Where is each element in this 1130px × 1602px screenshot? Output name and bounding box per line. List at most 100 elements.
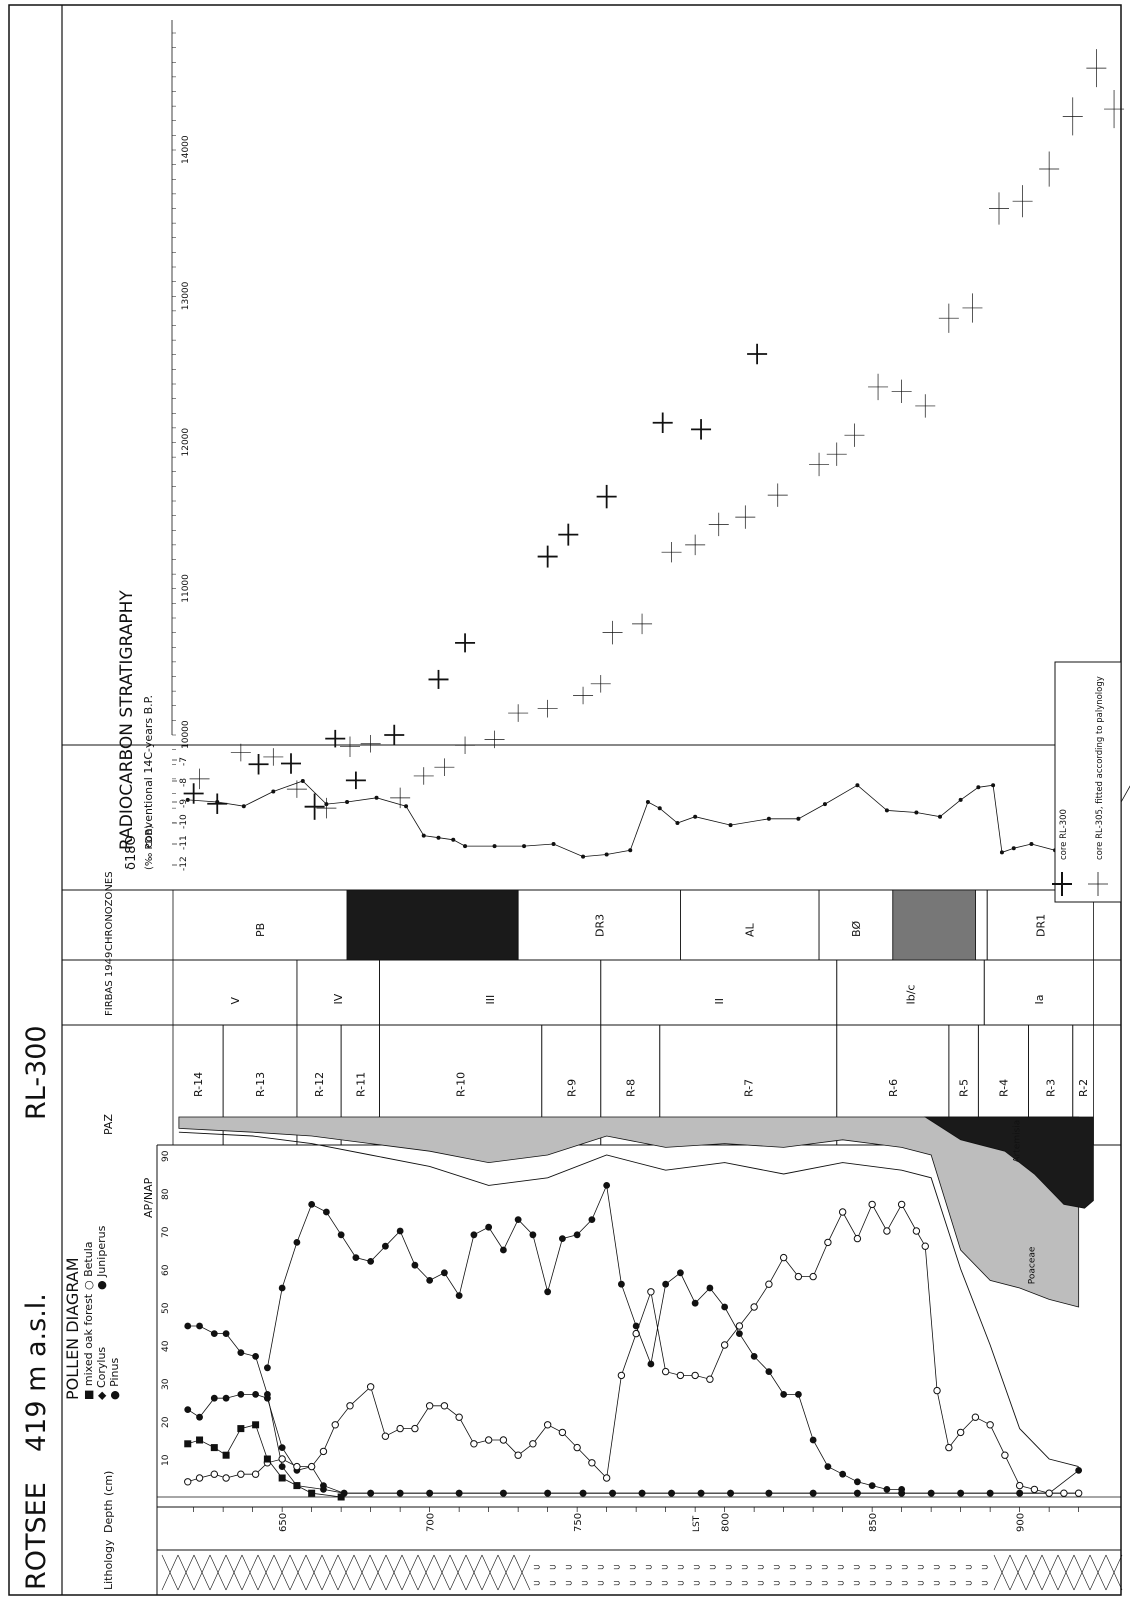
pollen-point <box>222 1451 230 1459</box>
lith-mark: ⊃ <box>917 1579 925 1589</box>
pollen-point <box>736 1330 743 1337</box>
pollen-point <box>780 1391 788 1398</box>
zonation-columns: R-14 R-13 R-12 R-11 R-10 R-9 R-8 R-7 R-6 R-5 R-4 R-… <box>172 889 1094 1146</box>
pollen-legend-juniperus: ● Juniperus <box>95 1225 108 1290</box>
altitude: 419 m a.s.l. <box>21 1293 52 1452</box>
d18o-point <box>522 844 527 849</box>
pollen-point <box>945 1443 953 1452</box>
pollen-point <box>1030 1485 1039 1494</box>
lith-hatch <box>161 1554 179 1591</box>
firbas-cell <box>600 959 838 1026</box>
lith-mark: ⊃ <box>885 1579 893 1589</box>
lith-mark: ⊃ <box>901 1563 909 1573</box>
d18o-point <box>628 848 633 853</box>
pollen-point <box>440 1402 449 1410</box>
pollen-tick-label: 30 <box>161 1378 171 1390</box>
pollen-point <box>278 1284 286 1292</box>
pollen-point <box>603 1182 611 1189</box>
d18o-tick-label: -9 <box>179 799 189 808</box>
pollen-diagram: 10 20 30 40 50 60 70 80 90 Artemisia Poaceae <box>157 1116 1121 1501</box>
pollen-point <box>1075 1467 1083 1474</box>
c14-point <box>537 699 558 718</box>
pollen-point <box>727 1489 734 1497</box>
pollen-point <box>1016 1489 1024 1497</box>
pollen-point <box>647 1360 655 1368</box>
d18o-point <box>855 783 860 788</box>
depth-tick-label: 900 <box>1016 1513 1027 1532</box>
depth-axis: 650 700 750 800 850 900 LST <box>157 1506 1121 1532</box>
c14-point <box>455 736 476 755</box>
d18o-tick-label: -10 <box>179 814 189 829</box>
lith-mark: ⊃ <box>533 1563 541 1573</box>
radiocarbon-title: RADIOCARBON STRATIGRAPHY <box>117 590 137 850</box>
pollen-point <box>883 1227 891 1235</box>
d18o-point <box>581 854 586 859</box>
lith-mark: ⊃ <box>661 1563 669 1573</box>
lith-mark: ⊃ <box>869 1579 877 1589</box>
lith-hatch <box>177 1554 195 1591</box>
chronozone-label: AL <box>744 922 757 937</box>
paz-header: PAZ <box>102 1114 115 1135</box>
lith-mark: ⊃ <box>693 1563 701 1573</box>
c14-point <box>286 780 307 798</box>
d18o-point <box>958 797 963 802</box>
pollen-point <box>278 1455 286 1463</box>
firbas-label: IV <box>332 993 345 1004</box>
firbas-label: Ia <box>1033 995 1046 1005</box>
pollen-point <box>396 1424 404 1433</box>
pollen-point <box>184 1322 192 1330</box>
core-id: RL-300 <box>21 1025 52 1120</box>
pollen-point <box>337 1231 345 1239</box>
lith-mark: ⊃ <box>565 1563 573 1573</box>
artemisia-label: Artemisia <box>1013 1120 1023 1163</box>
lith-hatch <box>257 1554 275 1591</box>
pollen-point <box>957 1489 965 1497</box>
lith-hatch <box>1041 1554 1059 1591</box>
pollen-point <box>838 1208 847 1216</box>
paz-label: R-6 <box>887 1079 900 1097</box>
c14-point <box>573 686 594 705</box>
pollen-point <box>691 1299 699 1307</box>
lith-mark: ⊃ <box>805 1579 813 1589</box>
d18o-point <box>766 816 771 821</box>
outer-frame <box>8 4 1122 1596</box>
pollen-point <box>426 1277 434 1284</box>
pollen-point <box>883 1486 891 1493</box>
pollen-point <box>912 1227 921 1235</box>
pollen-point <box>485 1223 493 1231</box>
c14-point <box>891 379 912 404</box>
c14-point <box>537 545 558 568</box>
lith-mark: ⊃ <box>645 1579 653 1589</box>
lith-mark: ⊃ <box>565 1579 573 1589</box>
c14-point <box>316 797 337 819</box>
pollen-point <box>455 1413 463 1421</box>
lith-hatch <box>1009 1554 1027 1591</box>
c14-point <box>340 736 360 757</box>
d18o-point <box>185 797 190 802</box>
lith-mark: ⊃ <box>981 1563 989 1573</box>
d18o-point <box>796 816 801 821</box>
d18o-point <box>604 852 609 857</box>
depth-tick-label: 750 <box>573 1513 584 1532</box>
pollen-point <box>514 1451 522 1459</box>
pollen-point <box>196 1436 204 1444</box>
c14-point <box>1012 185 1033 218</box>
pollen-point <box>794 1272 803 1281</box>
pollen-point <box>195 1474 204 1482</box>
pollen-point <box>647 1288 655 1296</box>
lith-mark: ⊃ <box>709 1579 717 1589</box>
c14-tick-label: 13000 <box>181 281 191 310</box>
pollen-point <box>588 1459 596 1467</box>
pollen-legend-betula: ○ Betula <box>82 1242 95 1291</box>
pollen-point <box>897 1200 906 1209</box>
pollen-point <box>558 1428 567 1437</box>
lithology-column: ⊃ ⊃ ⊃ ⊃ ⊃ ⊃ ⊃ ⊃ ⊃ ⊃ ⊃ ⊃ ⊃ ⊃ ⊃ ⊃ ⊃ ⊃ ⊃ ⊃ ⊃ ⊃ ⊃ ⊃ ⊃ ⊃ ⊃ ⊃ ⊃ ⊃ ⊃ ⊃ ⊃ ⊃ ⊃ ⊃ ⊃ ⊃ ⊃ ⊃… <box>157 1549 1123 1591</box>
pollen-point <box>425 1402 434 1410</box>
lith-mark: ⊃ <box>709 1563 717 1573</box>
pollen-point <box>210 1444 218 1452</box>
d18o-point <box>976 785 981 790</box>
c14-point <box>1086 49 1107 88</box>
paz-label: R-10 <box>455 1072 468 1097</box>
d18o-point <box>999 850 1004 855</box>
